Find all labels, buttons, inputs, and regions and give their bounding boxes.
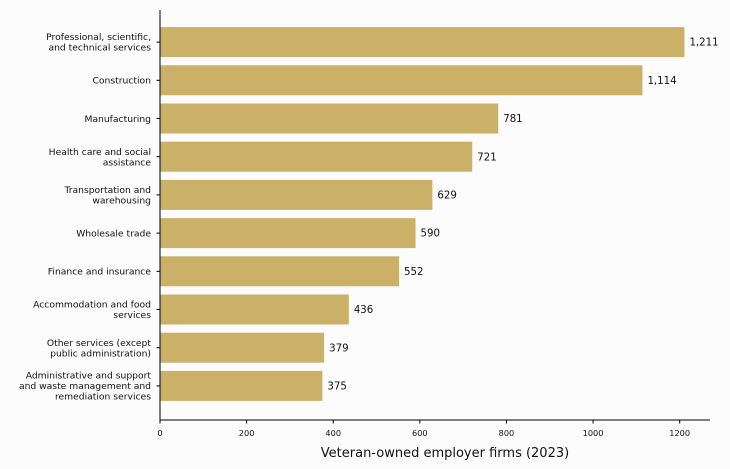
category-label: Manufacturing <box>84 114 151 125</box>
category-label: Other services (except public administrat… <box>47 338 152 360</box>
x-tick-label: 200 <box>239 428 255 438</box>
bar-value-label: 590 <box>421 229 440 240</box>
ticks-group <box>156 41 681 424</box>
bar-value-label: 629 <box>437 191 456 202</box>
bar <box>160 332 325 363</box>
axes-group <box>159 10 710 421</box>
labels-group: 1,211 Professional, scientific, and techni… <box>19 32 719 438</box>
bar-value-label: 436 <box>354 305 373 316</box>
bar <box>160 294 349 325</box>
category-label: Finance and insurance <box>48 267 152 278</box>
x-tick-label: 0 <box>157 428 162 438</box>
bar-value-label: 1,211 <box>689 38 718 49</box>
bar-value-label: 781 <box>503 114 522 125</box>
category-label: Professional, scientific, and technical s… <box>46 32 151 54</box>
bar <box>160 27 685 58</box>
x-tick-label: 400 <box>325 428 341 438</box>
bar <box>160 256 400 287</box>
category-label: Administrative and support and waste mana… <box>19 371 151 403</box>
bar <box>160 103 499 134</box>
bars-group <box>160 27 685 401</box>
category-label: Construction <box>93 76 152 87</box>
bar <box>160 370 323 401</box>
x-axis-title: Veteran-owned employer firms (2023) <box>321 446 569 461</box>
category-label: Health care and social assistance <box>49 147 152 169</box>
category-label: Wholesale trade <box>76 228 151 239</box>
x-tick-label: 1000 <box>583 428 604 438</box>
bar <box>160 65 643 96</box>
x-tick-label: 600 <box>412 428 428 438</box>
bar-value-label: 552 <box>404 267 423 278</box>
bar-value-label: 1,114 <box>647 76 676 87</box>
bar-value-label: 721 <box>477 152 496 163</box>
bar <box>160 179 433 210</box>
x-tick-label: 800 <box>499 428 515 438</box>
category-label: Transportation and warehousing <box>63 185 151 207</box>
bar <box>160 141 473 172</box>
category-label: Accommodation and food services <box>33 300 151 322</box>
bar-value-label: 379 <box>329 343 348 354</box>
bar-value-label: 375 <box>327 382 346 393</box>
bar <box>160 218 416 249</box>
x-tick-label: 1200 <box>669 428 690 438</box>
